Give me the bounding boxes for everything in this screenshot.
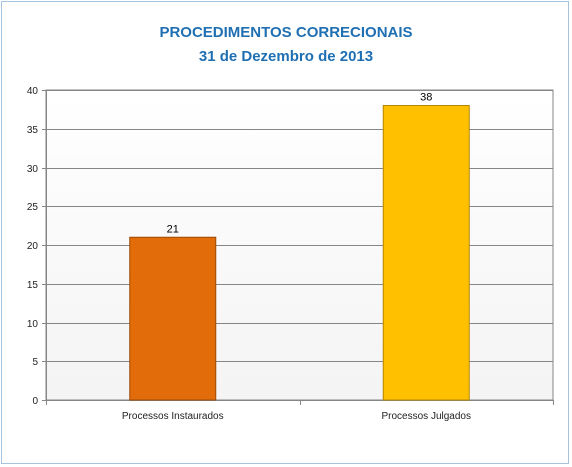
y-tick-label: 30 — [27, 164, 39, 175]
y-tick-label: 15 — [27, 280, 39, 291]
bar — [382, 105, 470, 401]
bar — [129, 236, 217, 401]
y-tick-label: 35 — [27, 125, 39, 136]
x-tick-label: Processos Instaurados — [122, 411, 224, 422]
data-label: 21 — [167, 223, 179, 235]
data-label: 38 — [420, 92, 432, 104]
y-tick-label: 25 — [27, 202, 39, 213]
y-tick-label: 5 — [32, 357, 38, 368]
y-tick-label: 40 — [27, 86, 39, 97]
chart-subtitle: 31 de Dezembro de 2013 — [198, 48, 374, 65]
y-tick-label: 0 — [32, 396, 38, 407]
y-tick-label: 10 — [27, 319, 39, 330]
y-tick-label: 20 — [27, 241, 39, 252]
chart-title: PROCEDIMENTOS CORRECIONAIS — [159, 24, 413, 41]
x-tick-label: Processos Julgados — [382, 411, 472, 422]
